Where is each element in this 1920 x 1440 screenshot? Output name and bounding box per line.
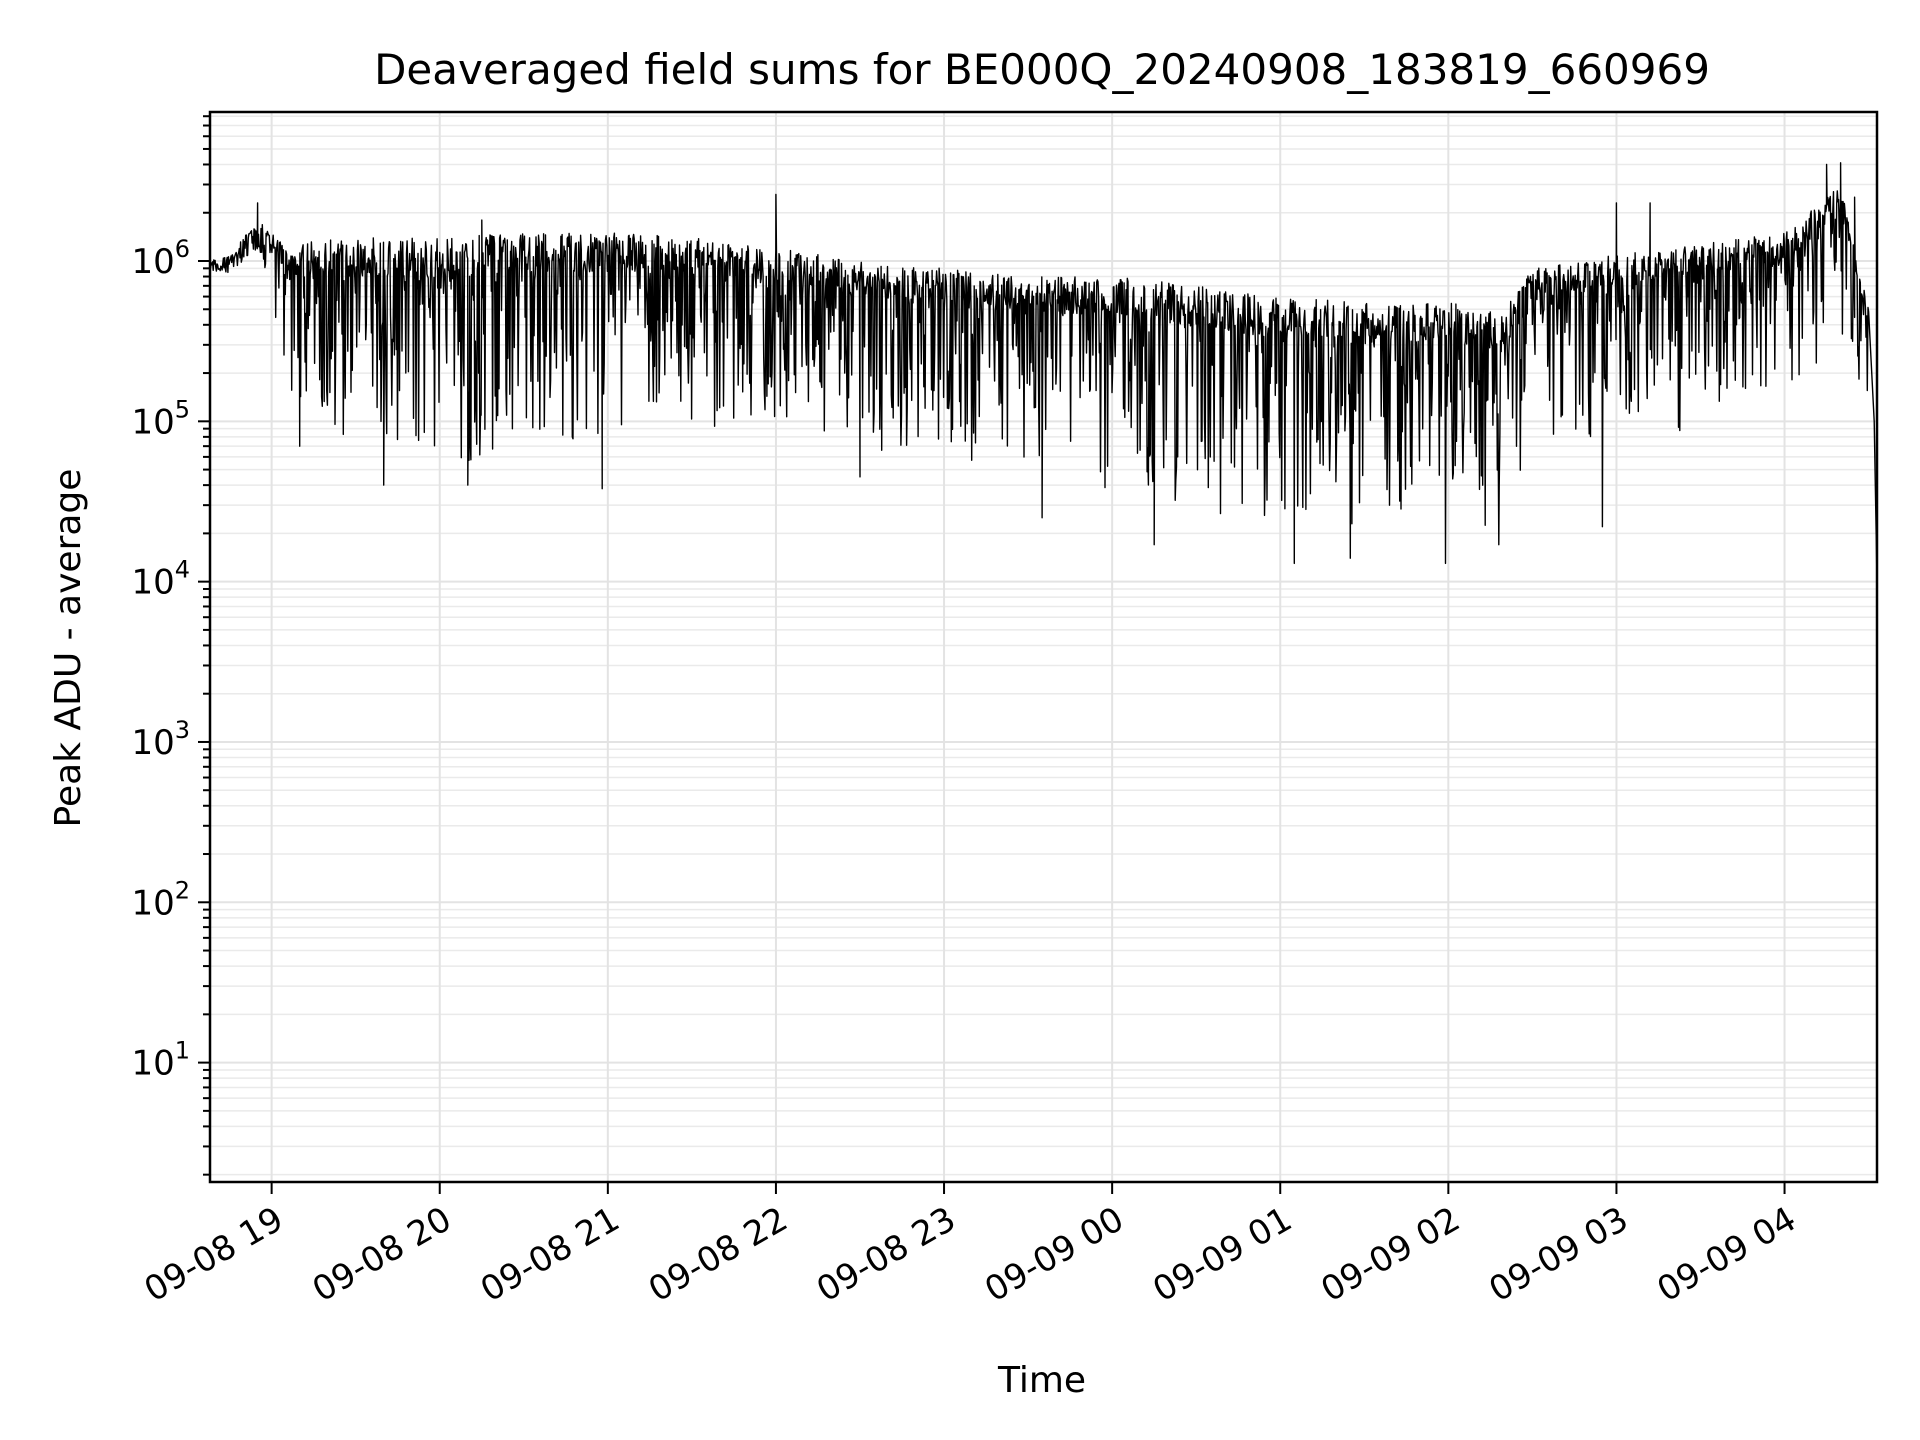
chart-title: Deaveraged field sums for BE000Q_2024090… — [374, 45, 1710, 94]
x-tick-label: 09-09 01 — [1146, 1199, 1298, 1310]
y-tick-label: 102 — [131, 876, 190, 923]
x-tick-label: 09-09 03 — [1483, 1199, 1635, 1310]
y-tick-label: 101 — [131, 1037, 190, 1084]
x-axis-label: Time — [997, 1360, 1086, 1401]
y-tick-label: 103 — [131, 716, 190, 763]
x-tick-label: 09-08 22 — [642, 1199, 794, 1310]
x-tick-label: 09-08 20 — [306, 1199, 458, 1310]
y-axis-label: Peak ADU - average — [48, 469, 89, 828]
x-tick-label: 09-08 23 — [810, 1199, 962, 1310]
x-axis: 09-08 19 09-08 20 09-08 21 09-08 22 09-08 23… — [138, 1182, 1803, 1310]
plot-frame — [208, 110, 1879, 1184]
x-tick-label: 09-09 00 — [978, 1199, 1130, 1310]
y-axis: 101 102 103 104 105 106 — [131, 115, 210, 1176]
x-tick-label: 09-09 04 — [1651, 1199, 1803, 1310]
x-tick-label: 09-08 21 — [474, 1199, 626, 1310]
x-tick-label: 09-09 02 — [1314, 1199, 1466, 1310]
series-line — [209, 162, 1878, 1127]
y-tick-label: 104 — [131, 556, 190, 603]
x-tick-label: 09-08 19 — [138, 1199, 290, 1310]
y-tick-label: 106 — [131, 235, 190, 282]
y-tick-label: 105 — [131, 395, 190, 442]
